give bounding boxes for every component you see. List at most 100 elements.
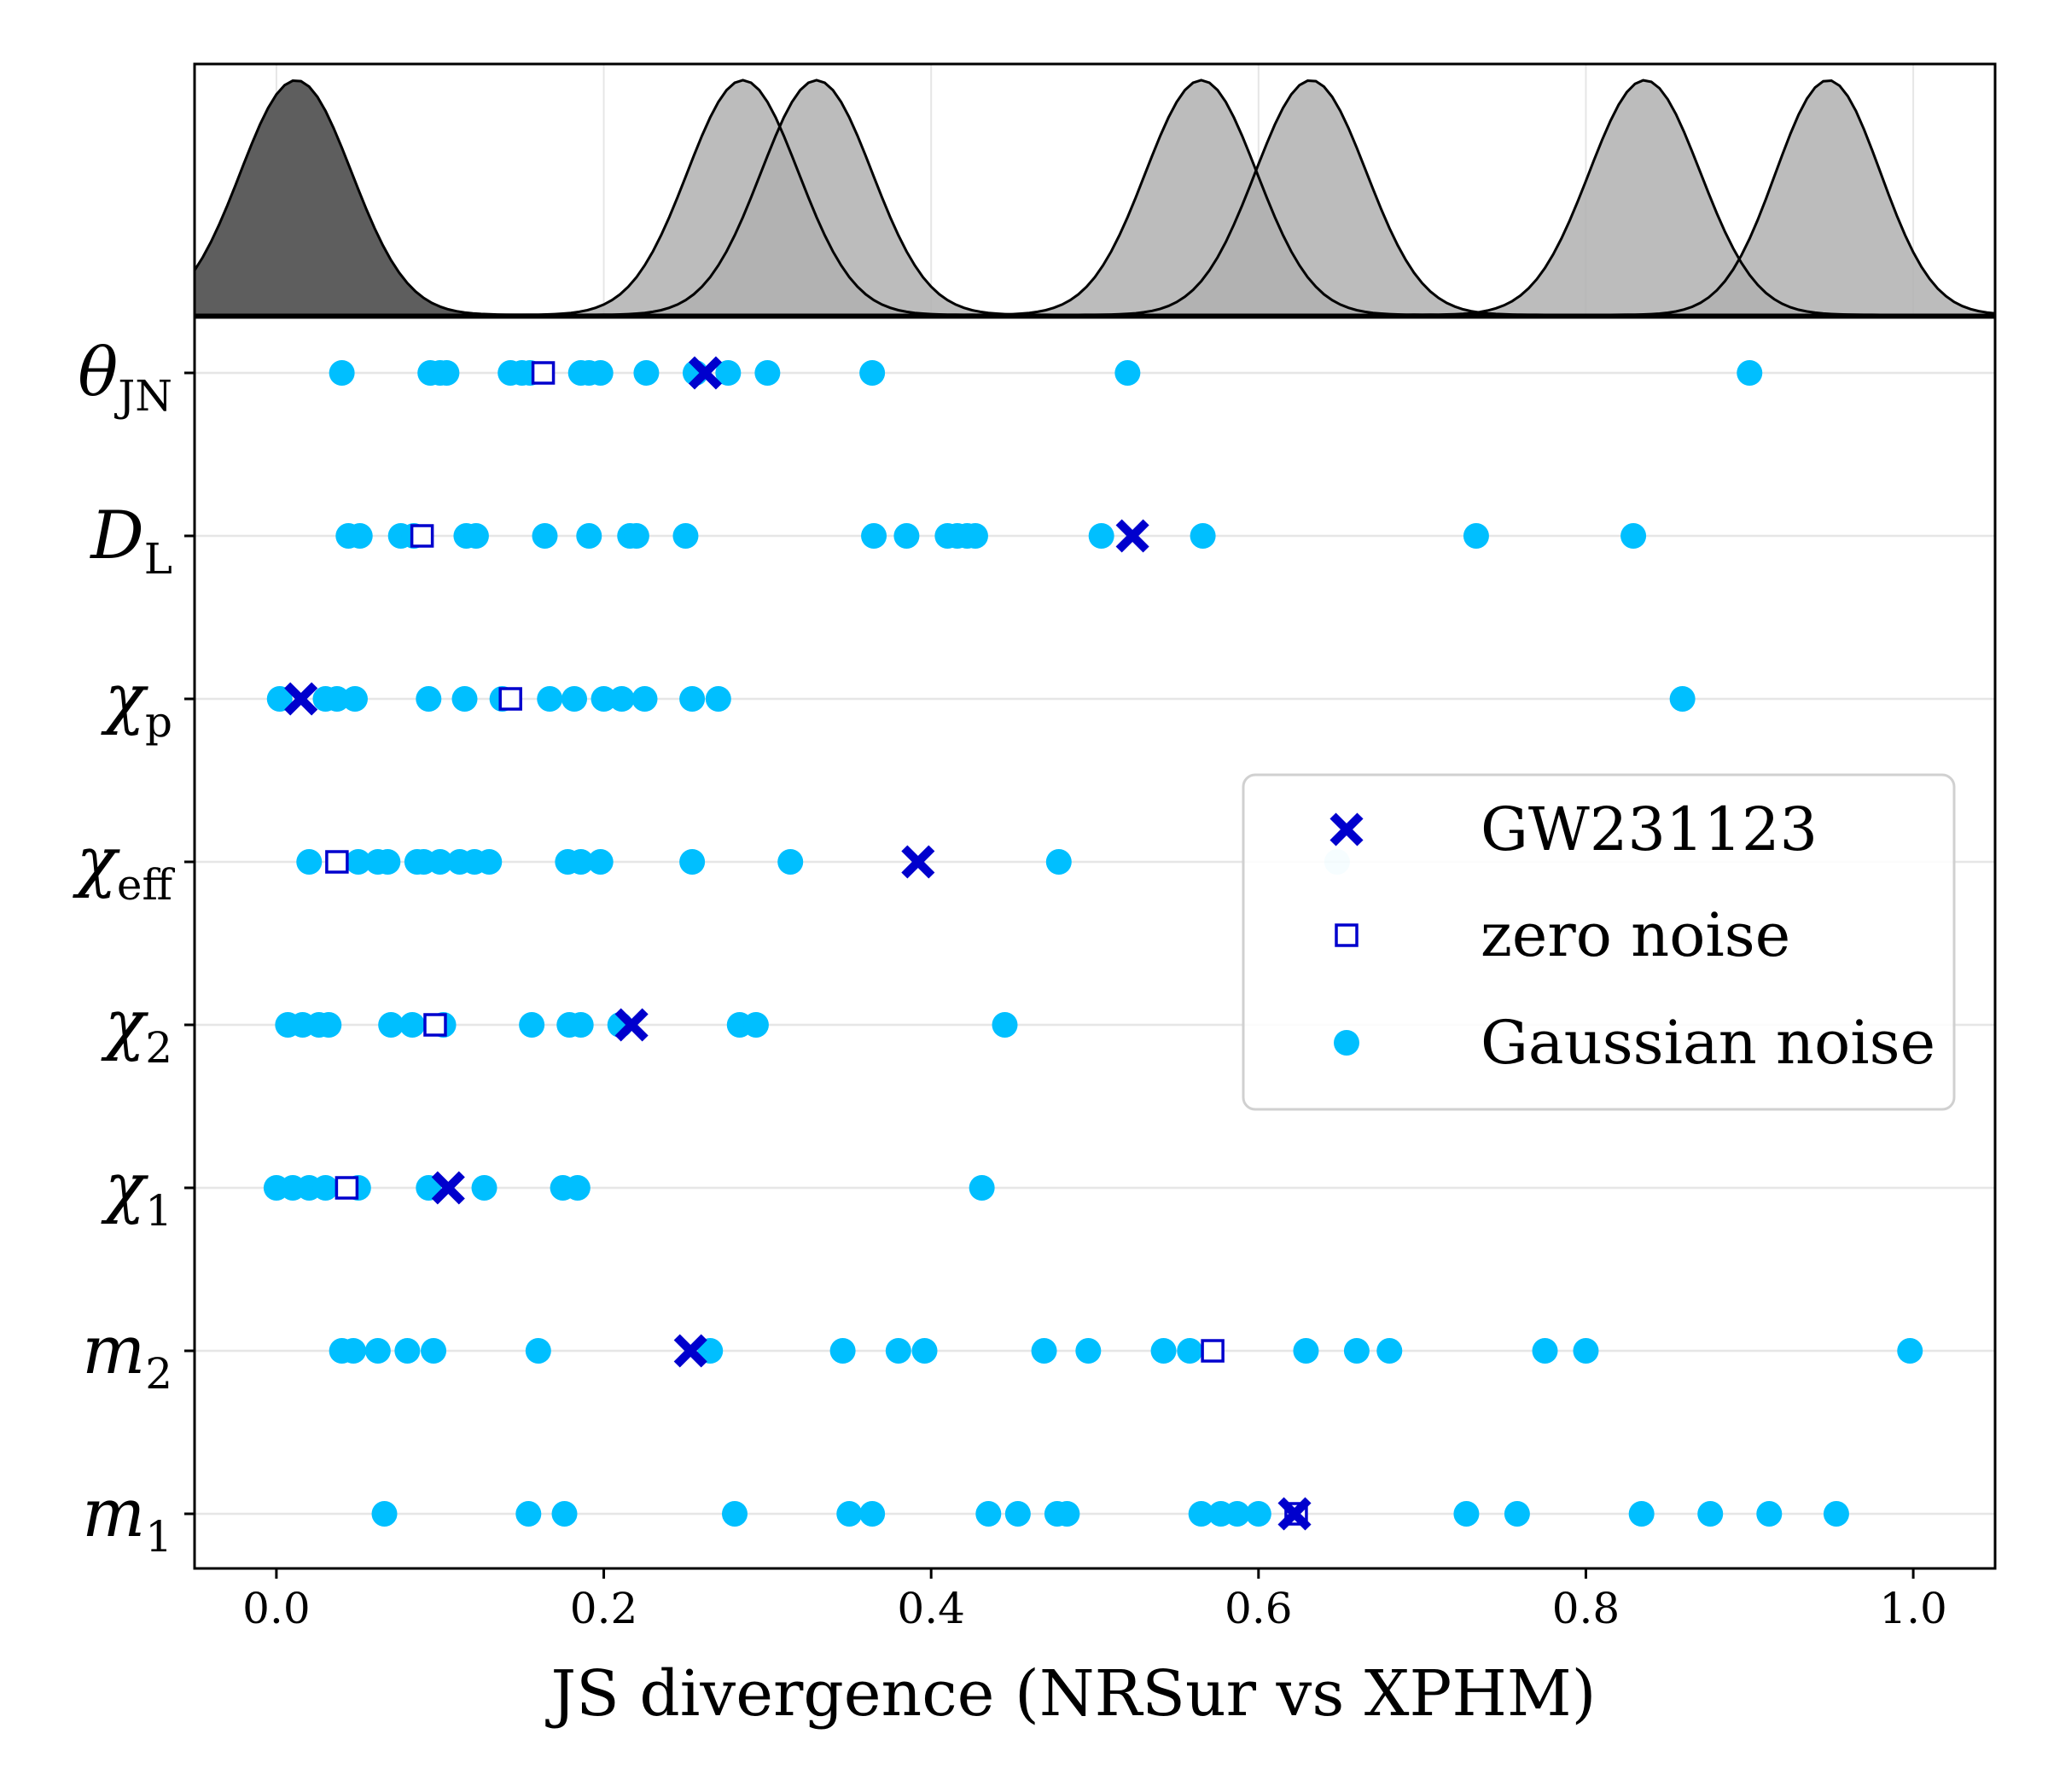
gaussian-noise-point [1453, 1501, 1480, 1527]
gaussian-noise-point [1669, 686, 1696, 712]
gaussian-noise-point [1245, 1501, 1271, 1527]
gaussian-noise-point [346, 523, 373, 549]
gaussian-noise-point [329, 360, 355, 386]
gaussian-noise-point [754, 360, 781, 386]
gaussian-noise-point [1628, 1501, 1655, 1527]
x-tick-label: 0.6 [1225, 1584, 1293, 1633]
zero-noise-point-chi_1 [335, 1176, 359, 1200]
gaussian-noise-point [375, 849, 401, 875]
gaussian-noise-point [1054, 1501, 1080, 1527]
gaussian-noise-point [1737, 360, 1763, 386]
legend-label-gaussian-noise: Gaussian noise [1481, 1008, 1935, 1078]
gaussian-noise-point [341, 686, 368, 712]
gaussian-noise-point [697, 1338, 724, 1364]
zero-noise-point-chi_eff [325, 850, 349, 874]
scatter-panel-frame [193, 316, 1997, 1570]
gaussian-noise-point [911, 1338, 938, 1364]
gw231123-point-chi_p [284, 682, 318, 716]
gw231123-point-chi_1 [431, 1171, 465, 1205]
gaussian-noise-point [587, 849, 614, 875]
gaussian-noise-point [1897, 1338, 1923, 1364]
gaussian-noise-point [1504, 1501, 1530, 1527]
gaussian-noise-point [1188, 1501, 1214, 1527]
y-tick-subscript-m_2: 2 [145, 1349, 172, 1399]
gaussian-noise-point [1224, 1501, 1250, 1527]
gaussian-noise-point [316, 1012, 342, 1038]
gaussian-noise-point [679, 849, 706, 875]
gaussian-noise-point [312, 1175, 339, 1201]
gaussian-noise-point [463, 523, 489, 549]
y-tick-subscript-d_l: L [144, 534, 172, 584]
x-tick-label: 0.4 [897, 1584, 965, 1633]
y-tick-label-d_l: DL [89, 497, 172, 584]
gaussian-noise-point [525, 1338, 551, 1364]
gaussian-noise-point [672, 523, 699, 549]
gaussian-noise-point [992, 1012, 1018, 1038]
legend-marker-gw [1329, 812, 1364, 847]
gaussian-noise-point [1114, 360, 1141, 386]
gaussian-noise-point [1177, 1338, 1203, 1364]
zero-noise-point-chi_2 [423, 1013, 447, 1037]
y-tick-symbol-chi_eff: χ [73, 823, 121, 900]
gaussian-noise-point [722, 1501, 748, 1527]
gaussian-noise-point [561, 686, 588, 712]
gaussian-noise-point [532, 523, 558, 549]
gaussian-noise-point [633, 360, 660, 386]
gaussian-noise-point [679, 686, 706, 712]
gaussian-noise-point [416, 1175, 442, 1201]
gaussian-noise-point [777, 849, 804, 875]
legend-label-gw: GW231123 [1481, 794, 1818, 864]
gaussian-noise-point [471, 1175, 497, 1201]
gaussian-noise-point [587, 360, 614, 386]
gaussian-noise-point [715, 360, 742, 386]
gaussian-noise-point [416, 686, 442, 712]
y-tick-symbol-m_2: m [82, 1312, 145, 1389]
gaussian-noise-point [742, 1012, 769, 1038]
gw231123-point-m_1 [1277, 1497, 1312, 1531]
gaussian-noise-point [859, 1501, 886, 1527]
legend-marker-gaussian-noise [1334, 1030, 1359, 1056]
density-panel [193, 62, 1997, 317]
gaussian-noise-point [399, 1012, 426, 1038]
gaussian-noise-point [567, 849, 594, 875]
gaussian-noise-point [1004, 1501, 1031, 1527]
x-tick-label: 0.2 [570, 1584, 638, 1633]
gaussian-noise-point [323, 686, 350, 712]
gaussian-noise-point [623, 523, 649, 549]
zero-noise-point-theta_jn [531, 361, 556, 385]
gw231123-point-d_l [1115, 519, 1149, 553]
gw231123-point-theta_jn [688, 356, 723, 390]
legend: GW231123 zero noise Gaussian noise [1242, 773, 1956, 1111]
gaussian-noise-point [515, 1501, 542, 1527]
legend-frame [1242, 773, 1956, 1111]
x-axis-ticks: 0.0 0.2 0.4 0.6 0.8 1.0 [242, 1568, 1947, 1633]
y-tick-label-chi_2: χ2 [101, 986, 172, 1073]
y-tick-symbol-theta_jn: θ [78, 335, 118, 411]
gaussian-noise-point [1293, 1338, 1319, 1364]
gw231123-point-chi_eff [901, 845, 935, 879]
y-tick-symbol-m_1: m [82, 1475, 145, 1552]
density-curve-fill [195, 80, 1995, 315]
gaussian-noise-point [1756, 1501, 1783, 1527]
gaussian-noise-point [451, 686, 478, 712]
y-tick-label-chi_p: χp [101, 660, 172, 747]
y-tick-subscript-chi_p: p [145, 697, 172, 747]
y-tick-subscript-theta_jn: JN [113, 371, 172, 421]
gaussian-noise-point [836, 1501, 863, 1527]
x-axis-title: JS divergence (NRSur vs XPHM) [544, 1657, 1596, 1731]
gaussian-noise-point [427, 849, 453, 875]
gaussian-noise-point [1573, 1338, 1599, 1364]
zero-noise-point-d_l [410, 524, 434, 548]
y-tick-label-chi_1: χ1 [101, 1149, 172, 1236]
gaussian-noise-point [1075, 1338, 1102, 1364]
gaussian-noise-point [1532, 1338, 1558, 1364]
y-tick-symbol-chi_2: χ [101, 986, 149, 1063]
gaussian-noise-point [829, 1338, 856, 1364]
gaussian-noise-point [371, 1501, 398, 1527]
gaussian-noise-point [537, 686, 563, 712]
density-panel-frame [193, 62, 1997, 317]
gaussian-noise-point [394, 1338, 421, 1364]
y-tick-subscript-chi_eff: eff [117, 860, 176, 910]
legend-marker-zero-noise [1335, 923, 1359, 947]
